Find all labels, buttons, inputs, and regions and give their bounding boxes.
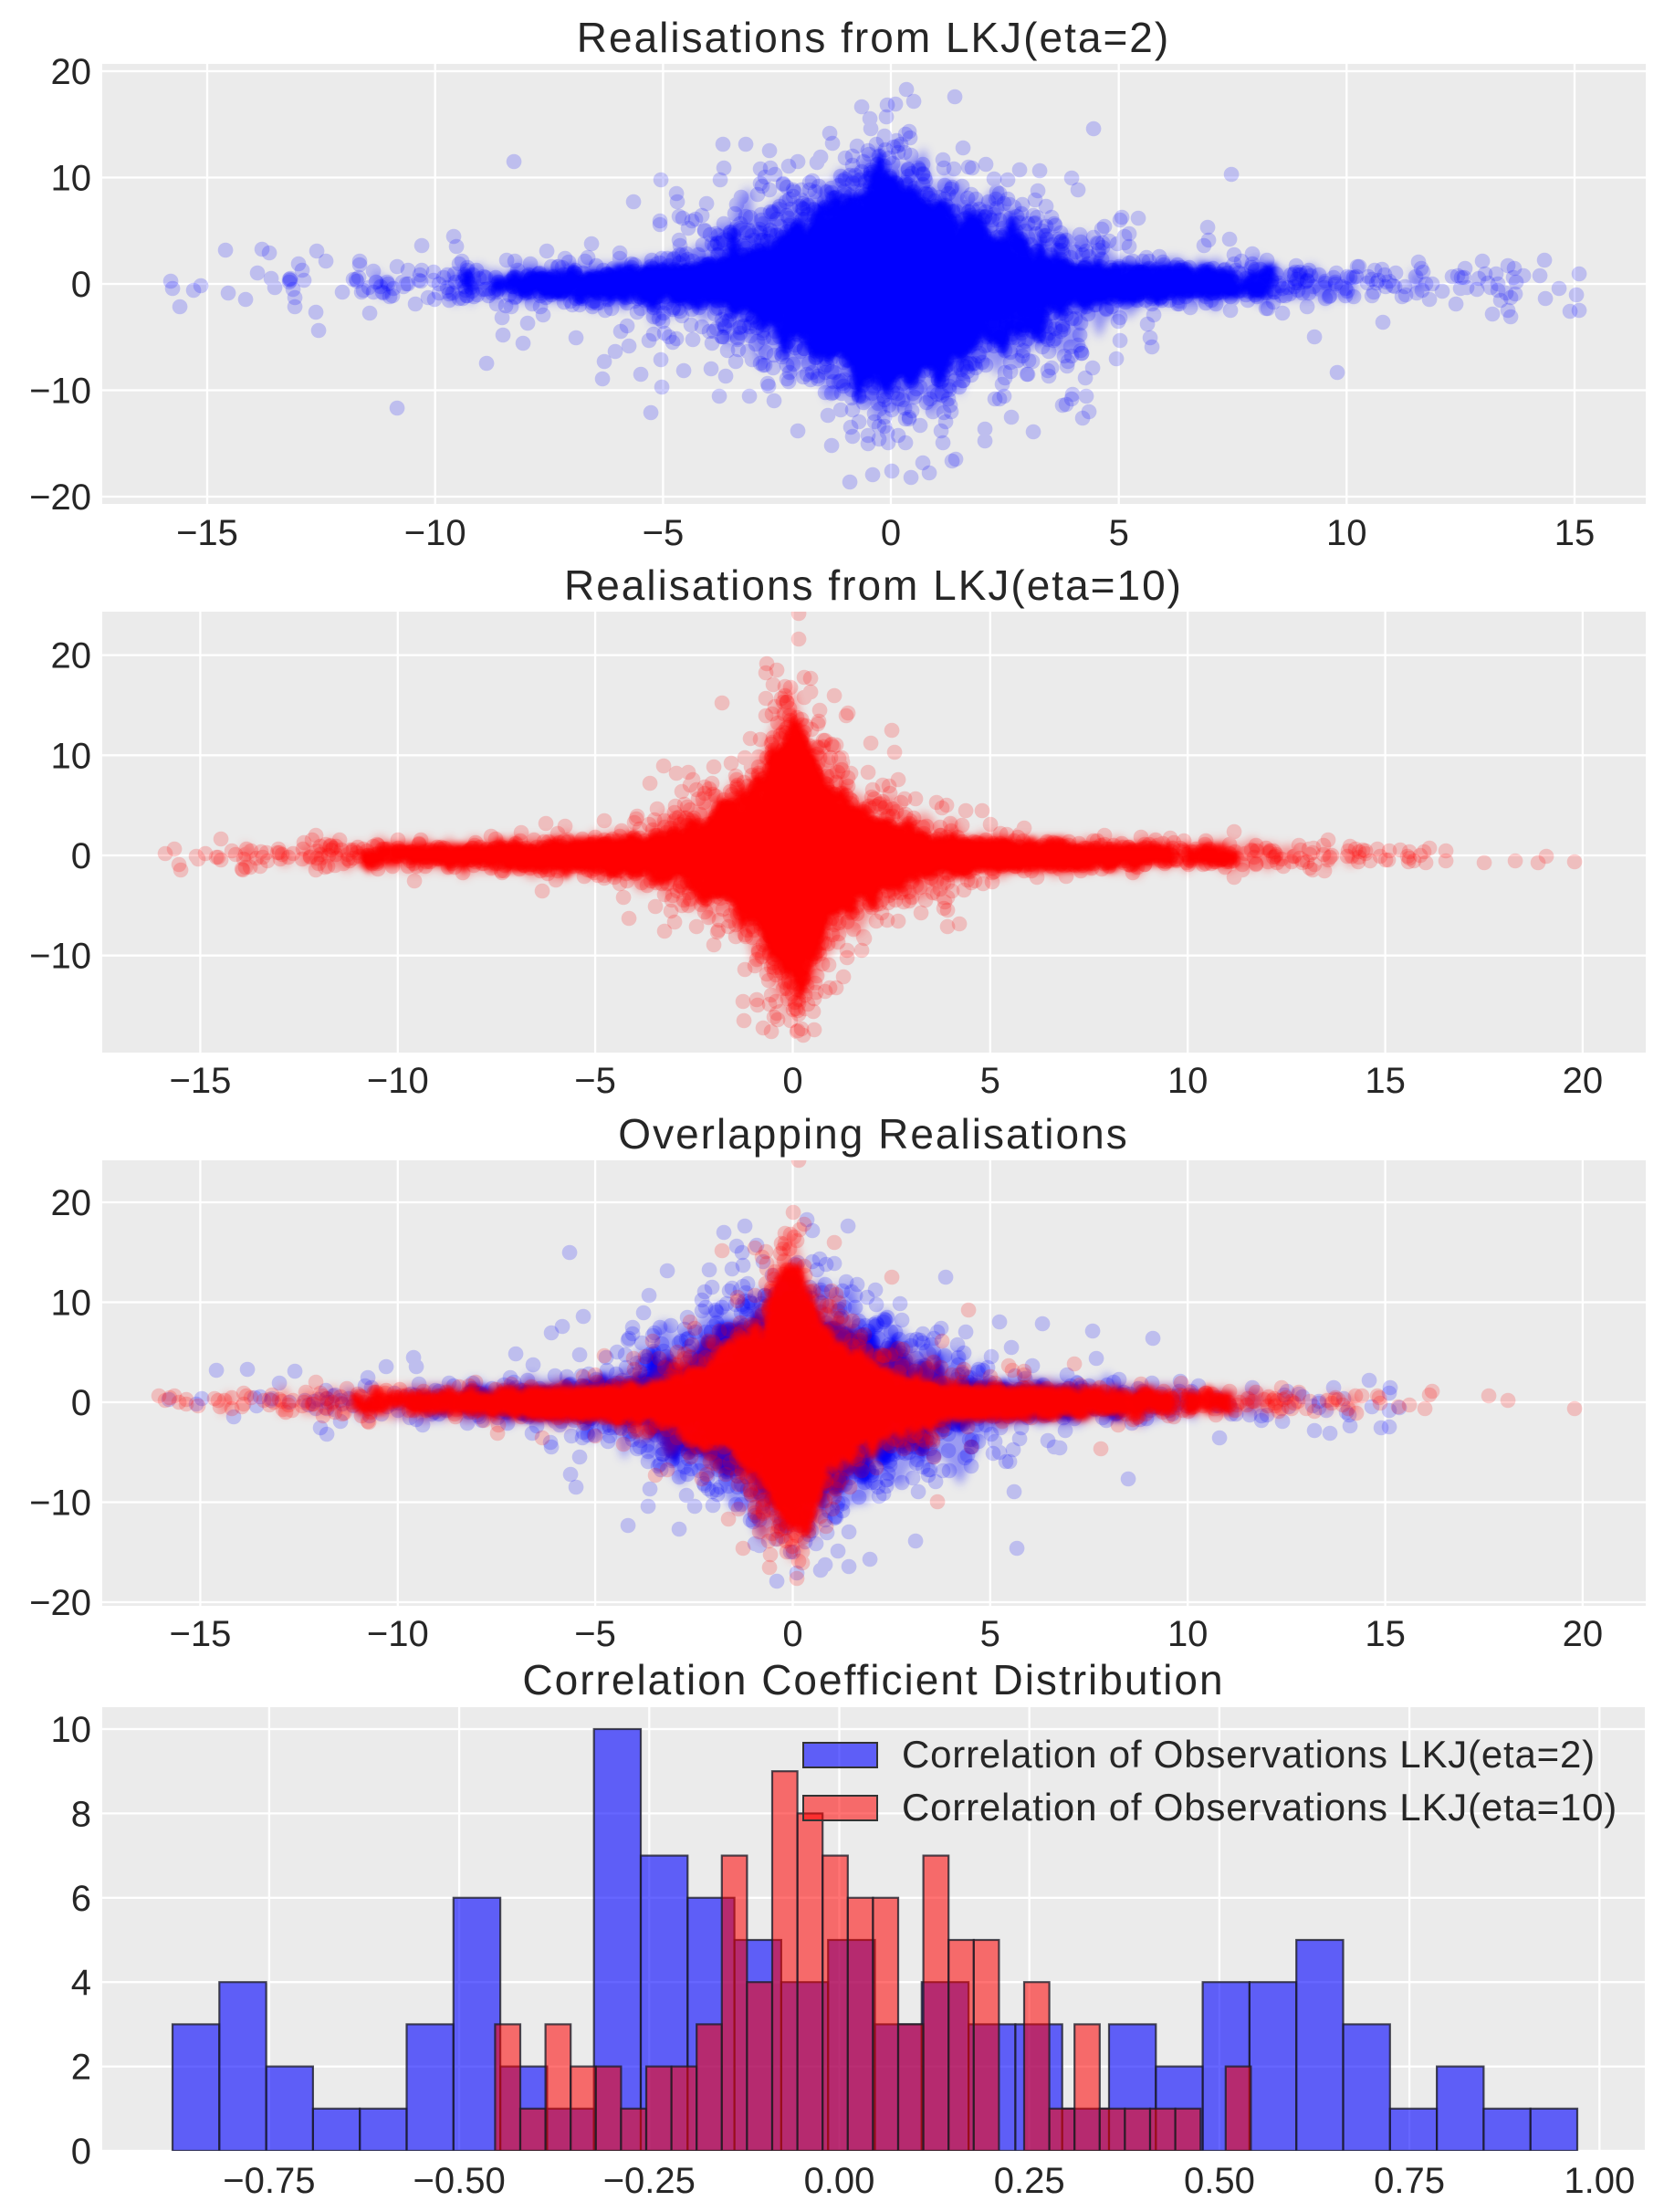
svg-text:−10: −10 — [404, 513, 466, 553]
svg-text:10: 10 — [1326, 513, 1367, 553]
svg-text:0.25: 0.25 — [994, 2161, 1065, 2201]
svg-text:2: 2 — [71, 2048, 91, 2088]
svg-text:−5: −5 — [574, 1061, 616, 1101]
svg-text:−10: −10 — [29, 1483, 91, 1524]
svg-text:20: 20 — [51, 1183, 92, 1223]
svg-text:5: 5 — [1109, 513, 1129, 553]
svg-text:5: 5 — [980, 1614, 1000, 1654]
svg-text:0: 0 — [71, 1383, 91, 1423]
svg-text:−10: −10 — [29, 937, 91, 977]
svg-text:6: 6 — [71, 1879, 91, 1919]
svg-text:20: 20 — [51, 52, 92, 92]
svg-text:0: 0 — [782, 1061, 802, 1101]
svg-text:0.50: 0.50 — [1184, 2161, 1255, 2201]
svg-text:Correlation of Observations LK: Correlation of Observations LKJ(eta=2) — [902, 1733, 1596, 1776]
svg-text:Correlation of Observations LK: Correlation of Observations LKJ(eta=10) — [902, 1786, 1617, 1829]
svg-text:10: 10 — [51, 736, 92, 776]
svg-text:−10: −10 — [29, 372, 91, 412]
svg-text:0: 0 — [881, 513, 901, 553]
svg-text:−5: −5 — [574, 1614, 616, 1654]
svg-text:−0.75: −0.75 — [223, 2161, 315, 2201]
svg-text:0.75: 0.75 — [1374, 2161, 1445, 2201]
svg-text:−20: −20 — [29, 1583, 91, 1623]
svg-text:Correlation Coefficient Distri: Correlation Coefficient Distribution — [522, 1656, 1224, 1704]
svg-text:−15: −15 — [169, 1614, 231, 1654]
svg-text:−0.50: −0.50 — [413, 2161, 505, 2201]
svg-text:−20: −20 — [29, 477, 91, 518]
svg-text:−5: −5 — [643, 513, 685, 553]
svg-text:8: 8 — [71, 1794, 91, 1834]
svg-text:4: 4 — [71, 1963, 91, 2003]
svg-text:0: 0 — [71, 265, 91, 305]
svg-text:0.00: 0.00 — [804, 2161, 875, 2201]
svg-text:10: 10 — [51, 159, 92, 199]
svg-text:10: 10 — [1167, 1614, 1209, 1654]
svg-text:0: 0 — [71, 2132, 91, 2172]
svg-text:15: 15 — [1554, 513, 1596, 553]
svg-text:Realisations from LKJ(eta=2): Realisations from LKJ(eta=2) — [577, 14, 1170, 61]
svg-text:5: 5 — [980, 1061, 1000, 1101]
svg-text:−10: −10 — [367, 1614, 429, 1654]
svg-text:20: 20 — [51, 636, 92, 676]
svg-text:10: 10 — [1167, 1061, 1209, 1101]
svg-text:10: 10 — [51, 1710, 92, 1750]
svg-text:20: 20 — [1563, 1614, 1604, 1654]
svg-text:15: 15 — [1365, 1061, 1406, 1101]
svg-text:15: 15 — [1365, 1614, 1406, 1654]
svg-text:−15: −15 — [176, 513, 238, 553]
svg-text:0: 0 — [71, 836, 91, 876]
svg-text:Realisations from LKJ(eta=10): Realisations from LKJ(eta=10) — [564, 561, 1183, 609]
svg-text:0: 0 — [782, 1614, 802, 1654]
svg-text:−0.25: −0.25 — [603, 2161, 696, 2201]
svg-text:−10: −10 — [367, 1061, 429, 1101]
svg-text:10: 10 — [51, 1284, 92, 1324]
svg-text:1.00: 1.00 — [1564, 2161, 1635, 2201]
svg-text:−15: −15 — [169, 1061, 231, 1101]
svg-text:20: 20 — [1563, 1061, 1604, 1101]
svg-text:Overlapping Realisations: Overlapping Realisations — [618, 1110, 1128, 1158]
